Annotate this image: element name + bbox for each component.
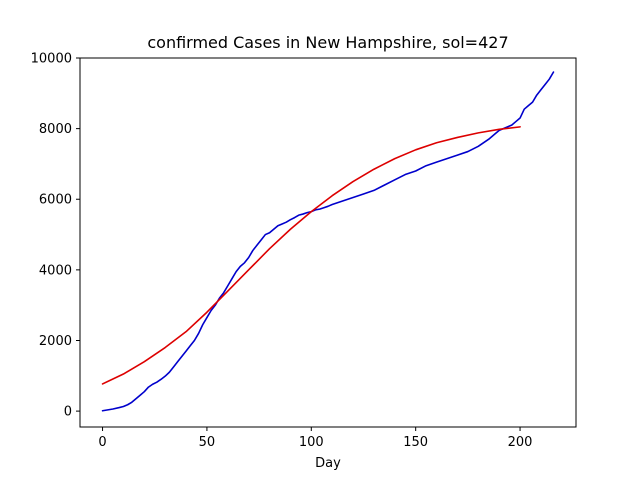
axes-frame [79, 57, 577, 428]
x-tick-label: 0 [98, 435, 106, 450]
x-axis-label: Day [315, 456, 341, 471]
y-tick-label: 8000 [39, 122, 72, 137]
y-tick-label: 0 [64, 405, 72, 420]
x-tick-label: 50 [199, 435, 216, 450]
chart-title: confirmed Cases in New Hampshire, sol=42… [147, 33, 508, 52]
y-tick-label: 2000 [39, 334, 72, 349]
x-tick-label: 200 [508, 435, 533, 450]
y-tick-label: 10000 [31, 52, 72, 67]
x-tick-label: 100 [299, 435, 324, 450]
series-line-1 [101, 126, 521, 385]
series-line-0 [101, 71, 555, 412]
plot-area [101, 71, 555, 412]
y-tick-label: 6000 [39, 193, 72, 208]
x-tick-label: 150 [403, 435, 428, 450]
y-tick-label: 4000 [39, 263, 72, 278]
